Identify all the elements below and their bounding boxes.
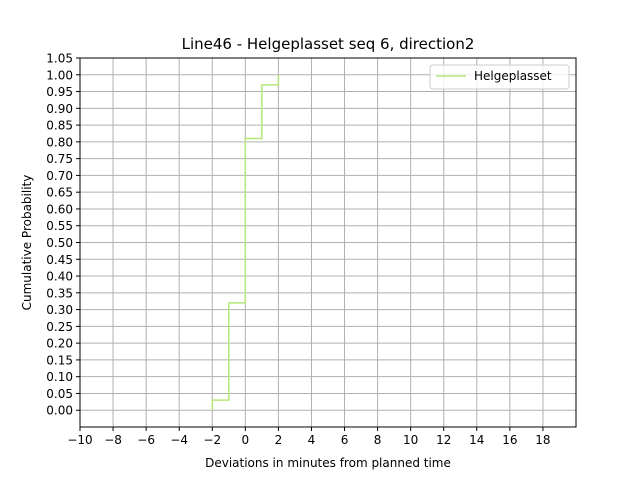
y-tick-label: 0.65 (46, 186, 73, 200)
legend-box (429, 64, 570, 90)
legend: Helgeplasset (429, 64, 570, 90)
y-tick-label: 0.30 (46, 303, 73, 317)
x-tick-label: 2 (275, 433, 283, 447)
y-tick-label: 0.20 (46, 337, 73, 351)
y-tick-label: 0.85 (46, 119, 73, 133)
x-tick-label: 18 (535, 433, 550, 447)
x-axis-label: Deviations in minutes from planned time (205, 456, 451, 470)
x-tick-label: 0 (242, 433, 250, 447)
y-tick-label: 0.40 (46, 270, 73, 284)
y-tick-label: 0.60 (46, 202, 73, 216)
chart-title: Line46 - Helgeplasset seq 6, direction2 (182, 35, 475, 53)
x-tick-label: 14 (469, 433, 484, 447)
y-tick-label: 1.00 (46, 68, 73, 82)
x-axis: −10 −8 −6 −4 −2 0 2 4 6 8 10 12 14 16 18 (67, 427, 551, 447)
y-tick-label: 0.25 (46, 320, 73, 334)
x-tick-label: 12 (436, 433, 451, 447)
y-tick-label: 0.50 (46, 236, 73, 250)
y-tick-label: 0.55 (46, 219, 73, 233)
y-tick-label: 0.15 (46, 353, 73, 367)
y-tick-label: 1.05 (46, 52, 73, 66)
y-tick-label: 0.05 (46, 387, 73, 401)
legend-label: Helgeplasset (474, 69, 552, 83)
y-tick-label: 0.35 (46, 286, 73, 300)
series-layer (211, 74, 280, 411)
y-tick-label: 0.80 (46, 135, 73, 149)
x-tick-label: 16 (502, 433, 517, 447)
x-tick-label: 4 (308, 433, 316, 447)
y-tick-label: 0.10 (46, 370, 73, 384)
x-tick-label: −8 (104, 433, 122, 447)
series-step-line (211, 74, 280, 411)
x-tick-label: 6 (341, 433, 349, 447)
x-tick-label: −10 (67, 433, 92, 447)
y-axis-label: Cumulative Probability (20, 175, 34, 311)
y-tick-label: 0.95 (46, 85, 73, 99)
x-tick-label: −6 (137, 433, 155, 447)
x-tick-label: −2 (203, 433, 221, 447)
x-tick-label: 8 (374, 433, 382, 447)
y-tick-label: 0.75 (46, 152, 73, 166)
y-axis: 0.00 0.05 0.10 0.15 0.20 0.25 0.30 0.35 0.40 0.45… (46, 52, 80, 418)
y-tick-label: 0.90 (46, 102, 73, 116)
x-tick-label: 10 (403, 433, 418, 447)
y-tick-label: 0.70 (46, 169, 73, 183)
x-tick-label: −4 (170, 433, 188, 447)
y-tick-label: 0.45 (46, 253, 73, 267)
y-tick-label: 0.00 (46, 404, 73, 418)
grid (79, 57, 576, 427)
